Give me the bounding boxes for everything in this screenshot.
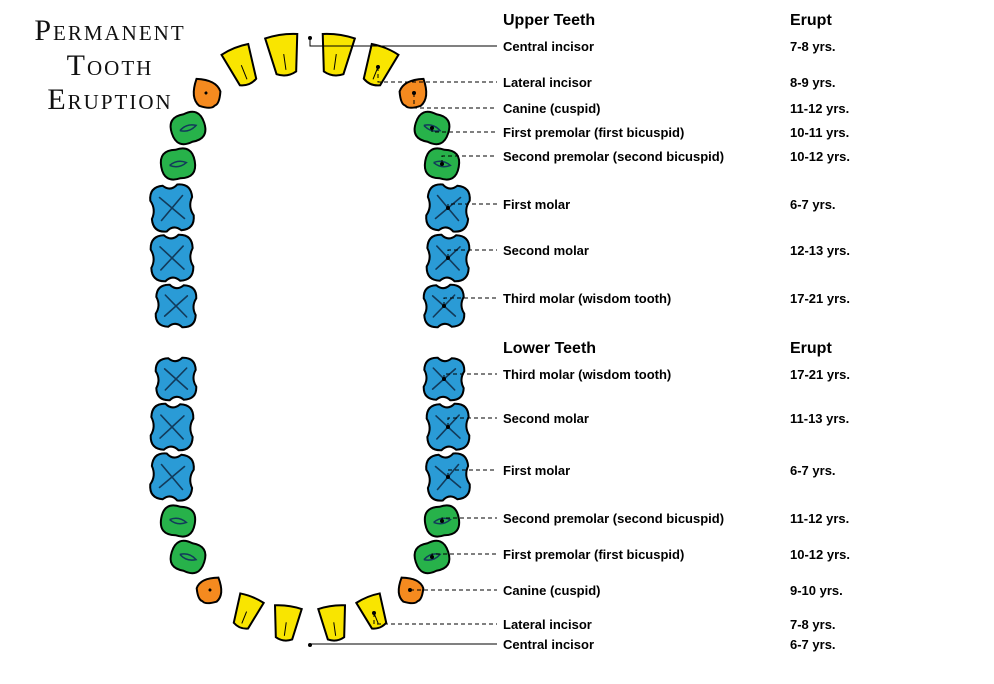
erupt-value: 17-21 yrs. [790, 290, 850, 308]
tooth-name: First premolar (first bicuspid) [503, 546, 684, 564]
tooth-name: Central incisor [503, 636, 594, 654]
tooth-canine [192, 571, 229, 609]
tooth-second_molar [150, 403, 194, 450]
erupt-value: 8-9 yrs. [790, 74, 836, 92]
erupt-value: 9-10 yrs. [790, 582, 843, 600]
tooth-name: Second molar [503, 410, 589, 428]
tooth-lateral_incisor [228, 592, 264, 632]
leader-line [378, 67, 497, 82]
tooth-name: Third molar (wisdom tooth) [503, 290, 671, 308]
tooth-name: First premolar (first bicuspid) [503, 124, 684, 142]
tooth-central_incisor [318, 604, 350, 642]
erupt-value: 12-13 yrs. [790, 242, 850, 260]
tooth-third_molar [155, 357, 196, 400]
erupt-value: 17-21 yrs. [790, 366, 850, 384]
section-heading: Upper Teeth [503, 12, 595, 30]
erupt-value: 6-7 yrs. [790, 462, 836, 480]
erupt-value: 6-7 yrs. [790, 636, 836, 654]
tooth-second_premolar [159, 503, 198, 538]
tooth-name: First molar [503, 462, 570, 480]
tooth-name: First molar [503, 196, 570, 214]
erupt-value: 7-8 yrs. [790, 38, 836, 56]
tooth-second_premolar [159, 146, 198, 181]
section-heading: Lower Teeth [503, 340, 596, 358]
tooth-central_incisor [317, 32, 355, 77]
tooth-name: Canine (cuspid) [503, 582, 601, 600]
erupt-heading: Erupt [790, 12, 832, 30]
tooth-name: Second premolar (second bicuspid) [503, 148, 724, 166]
tooth-first_premolar [167, 109, 208, 148]
erupt-value: 11-13 yrs. [790, 410, 849, 428]
erupt-heading: Erupt [790, 340, 832, 358]
erupt-value: 11-12 yrs. [790, 100, 849, 118]
leader-line [310, 644, 497, 645]
tooth-name: Central incisor [503, 38, 594, 56]
tooth-name: Canine (cuspid) [503, 100, 601, 118]
erupt-value: 7-8 yrs. [790, 616, 836, 634]
erupt-value: 10-12 yrs. [790, 148, 850, 166]
erupt-value: 11-12 yrs. [790, 510, 849, 528]
erupt-value: 6-7 yrs. [790, 196, 836, 214]
tooth-central_incisor [265, 32, 303, 77]
tooth-name: Second molar [503, 242, 589, 260]
tooth-third_molar [155, 284, 196, 327]
tooth-first_molar [149, 452, 195, 501]
erupt-value: 10-11 yrs. [790, 124, 849, 142]
erupt-value: 10-12 yrs. [790, 546, 850, 564]
tooth-name: Lateral incisor [503, 616, 592, 634]
tooth-name: Second premolar (second bicuspid) [503, 510, 724, 528]
tooth-first_premolar [167, 538, 208, 577]
tooth-canine [185, 71, 225, 113]
tooth-name: Third molar (wisdom tooth) [503, 366, 671, 384]
tooth-first_molar [149, 183, 195, 232]
leader-line [374, 613, 497, 624]
tooth-second_molar [150, 234, 194, 281]
tooth-lateral_incisor [221, 43, 262, 90]
tooth-central_incisor [270, 604, 302, 642]
tooth-name: Lateral incisor [503, 74, 592, 92]
